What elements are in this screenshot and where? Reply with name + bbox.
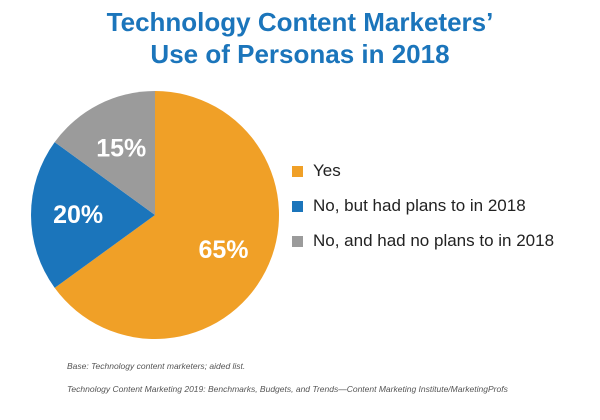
pie-label-yes: 65% <box>198 236 248 264</box>
pie-label-no-no-plans: 15% <box>96 135 146 163</box>
legend-swatch-no-had-plans <box>292 200 303 212</box>
legend-label-no-had-plans: No, but had plans to in 2018 <box>313 196 526 215</box>
chart-title-line-2: Use of Personas in 2018 <box>150 39 450 69</box>
pie-slice-no-had-plans <box>30 142 155 288</box>
legend-item-yes: Yes <box>292 157 554 185</box>
legend-item-no-had-plans: No, but had plans to in 2018 <box>292 192 554 220</box>
legend-item-no-no-plans: No, and had no plans to in 2018 <box>292 227 554 255</box>
pie-slice-no-no-plans <box>54 91 155 215</box>
legend-swatch-yes <box>292 165 303 177</box>
legend-swatch-no-no-plans <box>292 235 303 247</box>
chart-title: Technology Content Marketers’ Use of Per… <box>0 6 600 70</box>
legend-label-no-no-plans: No, and had no plans to in 2018 <box>313 231 555 250</box>
chart-legend: Yes No, but had plans to in 2018 No, and… <box>292 157 554 262</box>
legend-label-yes: Yes <box>313 161 341 180</box>
footnote-base: Base: Technology content marketers; aide… <box>67 361 246 371</box>
pie-slice-yes <box>54 91 279 339</box>
footnote-source: Technology Content Marketing 2019: Bench… <box>67 384 508 394</box>
chart-title-line-1: Technology Content Marketers’ <box>106 7 494 37</box>
pie-label-no-had-plans: 20% <box>53 201 103 229</box>
